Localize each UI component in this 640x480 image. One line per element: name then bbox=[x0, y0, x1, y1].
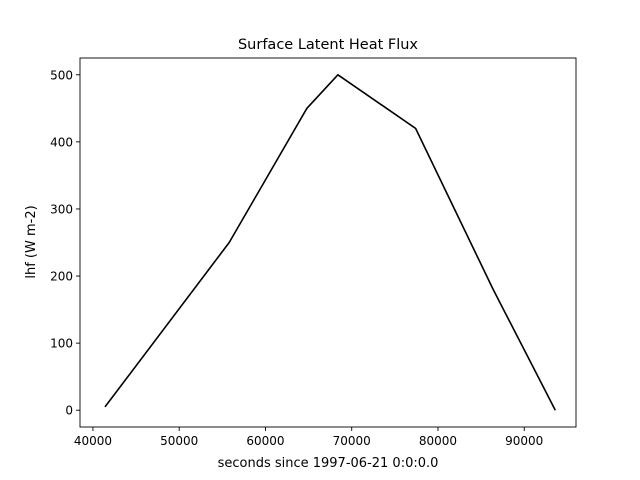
y-tick-label: 0 bbox=[65, 404, 73, 418]
x-tick-label: 50000 bbox=[160, 434, 198, 448]
y-tick-label: 300 bbox=[50, 202, 73, 216]
y-tick-label: 400 bbox=[50, 135, 73, 149]
y-tick-label: 200 bbox=[50, 270, 73, 284]
x-axis: 40000 50000 60000 70000 80000 90000 bbox=[74, 427, 543, 448]
y-axis: 0 100 200 300 400 500 bbox=[50, 68, 80, 418]
chart-title: Surface Latent Heat Flux bbox=[238, 37, 418, 53]
y-axis-label: lhf (W m-2) bbox=[24, 205, 39, 278]
axes-frame bbox=[79, 57, 577, 428]
x-tick-label: 80000 bbox=[419, 434, 457, 448]
y-tick-label: 100 bbox=[50, 337, 73, 351]
x-tick-label: 70000 bbox=[333, 434, 371, 448]
x-axis-label: seconds since 1997-06-21 0:0:0.0 bbox=[218, 456, 439, 471]
y-tick-label: 500 bbox=[50, 68, 73, 82]
plot-area bbox=[104, 74, 557, 411]
x-tick-label: 90000 bbox=[505, 434, 543, 448]
series-line bbox=[104, 74, 557, 411]
x-tick-label: 60000 bbox=[246, 434, 284, 448]
x-tick-label: 40000 bbox=[74, 434, 112, 448]
